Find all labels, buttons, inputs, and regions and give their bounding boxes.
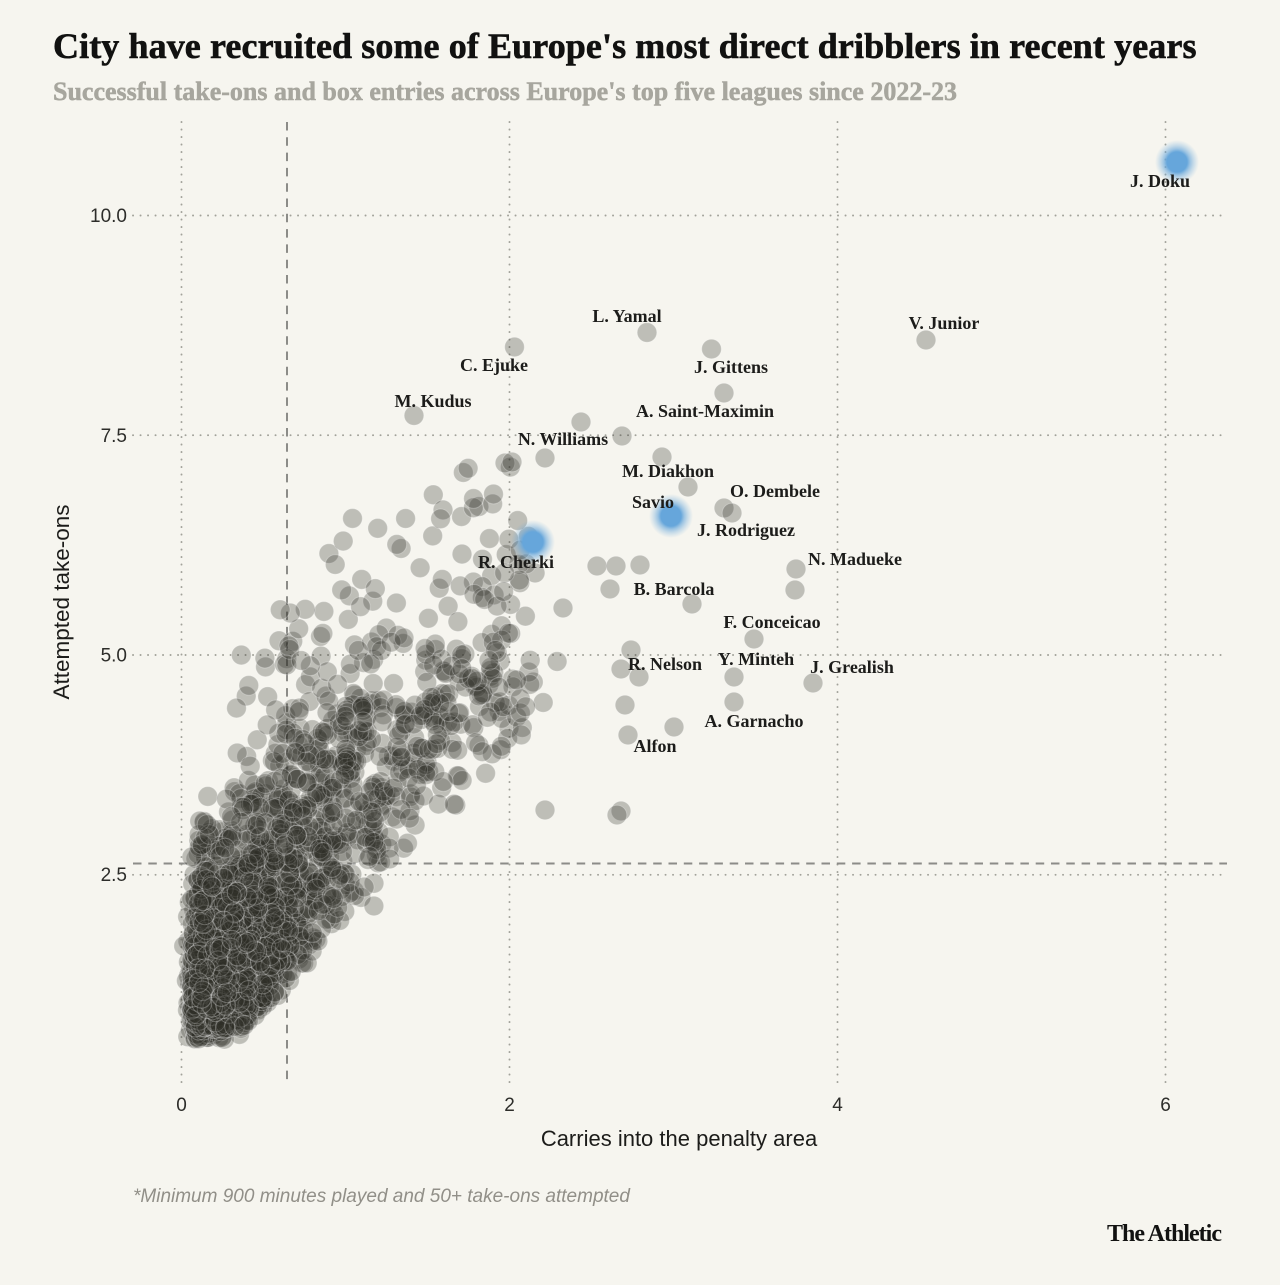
svg-text:Alfon: Alfon: [633, 736, 676, 756]
svg-text:Y. Minteh: Y. Minteh: [718, 649, 794, 669]
svg-text:Successful take-ons and box en: Successful take-ons and box entries acro…: [53, 77, 957, 106]
svg-text:N. Williams: N. Williams: [518, 429, 608, 449]
svg-text:10.0: 10.0: [90, 206, 127, 227]
svg-text:F. Conceicao: F. Conceicao: [723, 612, 820, 632]
svg-text:*Minimum 900 minutes played an: *Minimum 900 minutes played and 50+ take…: [133, 1186, 631, 1207]
svg-text:C. Ejuke: C. Ejuke: [460, 355, 528, 375]
svg-text:J. Doku: J. Doku: [1130, 171, 1190, 191]
svg-text:R. Cherki: R. Cherki: [478, 552, 554, 572]
svg-text:A. Garnacho: A. Garnacho: [705, 711, 804, 731]
svg-text:O. Dembele: O. Dembele: [730, 481, 820, 501]
svg-text:6: 6: [1160, 1095, 1171, 1116]
svg-text:Carries into the penalty area: Carries into the penalty area: [541, 1126, 818, 1151]
svg-text:N. Madueke: N. Madueke: [808, 549, 902, 569]
svg-text:2: 2: [504, 1095, 515, 1116]
svg-text:5.0: 5.0: [101, 646, 127, 667]
svg-text:V. Junior: V. Junior: [909, 313, 980, 333]
svg-text:4: 4: [832, 1095, 843, 1116]
svg-text:2.5: 2.5: [101, 865, 127, 886]
svg-text:J. Gittens: J. Gittens: [694, 357, 768, 377]
svg-text:J. Rodriguez: J. Rodriguez: [697, 520, 795, 540]
svg-text:M. Kudus: M. Kudus: [394, 391, 471, 411]
svg-text:7.5: 7.5: [101, 426, 127, 447]
svg-text:L. Yamal: L. Yamal: [592, 306, 661, 326]
svg-text:The Athletic: The Athletic: [1107, 1221, 1222, 1247]
svg-text:Savio: Savio: [632, 492, 674, 512]
svg-text:A. Saint-Maximin: A. Saint-Maximin: [636, 401, 774, 421]
svg-text:R. Nelson: R. Nelson: [628, 654, 702, 674]
svg-text:J. Grealish: J. Grealish: [810, 657, 894, 677]
svg-text:Attempted take-ons: Attempted take-ons: [49, 504, 74, 699]
svg-text:0: 0: [176, 1095, 187, 1116]
svg-text:B. Barcola: B. Barcola: [634, 579, 715, 599]
svg-text:City have recruited some of Eu: City have recruited some of Europe's mos…: [53, 26, 1197, 66]
svg-text:M. Diakhon: M. Diakhon: [622, 461, 714, 481]
